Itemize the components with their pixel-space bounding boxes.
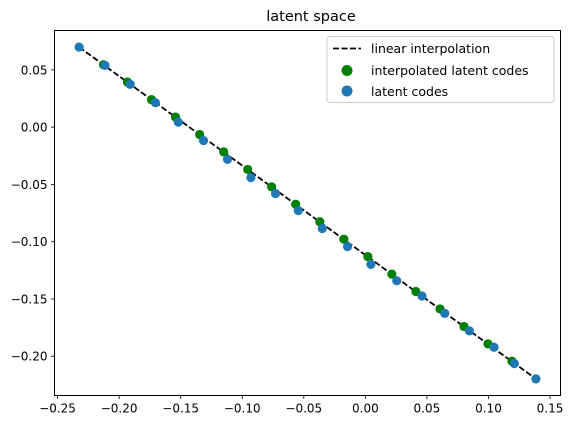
plot-marks: [74, 42, 541, 384]
legend-box: [326, 36, 555, 103]
y-tick-label: 0.00: [21, 121, 48, 135]
x-tick-label: 0.05: [414, 402, 441, 416]
latent-code-point: [246, 172, 256, 183]
latent-code-point: [509, 358, 519, 369]
latent-code-point: [150, 98, 161, 108]
latent-code-point: [173, 117, 183, 127]
legend-label-interpolated-latent-codes: interpolated latent codes: [371, 63, 529, 78]
legend-swatch-latent-codes: [341, 85, 353, 97]
x-tick-label: −0.10: [224, 402, 261, 416]
latent-code-point: [489, 342, 499, 352]
y-tick-label: −0.05: [11, 178, 48, 192]
latent-code-point: [198, 135, 209, 146]
interpolated-point: [363, 251, 373, 262]
x-tick-label: 0.10: [475, 402, 502, 416]
legend: linear interpolation interpolated latent…: [326, 36, 555, 103]
x-tick-label: −0.25: [39, 402, 76, 416]
interpolated-point: [387, 269, 397, 279]
latent-code-point: [125, 79, 135, 89]
latent-code-point: [270, 188, 281, 199]
interpolated-point: [339, 234, 349, 244]
latent-code-point: [440, 308, 450, 318]
x-tick-label: −0.15: [162, 402, 199, 416]
x-tick-label: −0.05: [285, 402, 322, 416]
interpolated-point: [243, 164, 253, 175]
x-tick-label: −0.20: [101, 402, 138, 416]
latent-code-point: [100, 60, 110, 71]
latent-code-point: [342, 241, 353, 252]
latent-code-point: [417, 291, 427, 301]
y-tick-label: 0.05: [21, 63, 48, 77]
latent-code-point: [392, 276, 402, 286]
x-tick-label: 0.00: [352, 402, 379, 416]
y-tick-label: −0.10: [11, 235, 48, 249]
latent-code-point: [317, 223, 327, 234]
legend-label-latent-codes: latent codes: [371, 84, 448, 99]
latent-code-point: [222, 154, 233, 164]
y-axis: 0.05 0.00 −0.05 −0.10 −0.15 −0.20: [11, 63, 55, 364]
y-tick-label: −0.20: [11, 350, 48, 364]
y-tick-label: −0.15: [11, 292, 48, 306]
x-tick-label: 0.15: [537, 402, 564, 416]
x-axis: −0.25 −0.20 −0.15 −0.10 −0.05 0.00 0.05 0.10 0.1…: [39, 395, 564, 416]
latent-code-point: [74, 42, 84, 52]
latent-code-point: [366, 259, 376, 269]
latent-code-point: [293, 205, 303, 216]
legend-swatch-interpolated: [341, 65, 353, 76]
interpolated-point: [219, 147, 229, 157]
plot-frame: [54, 30, 561, 396]
legend-label-linear-interpolation: linear interpolation: [371, 41, 490, 56]
latent-code-point: [531, 374, 541, 384]
latent-code-point: [464, 326, 474, 336]
chart-title: latent space: [266, 9, 356, 25]
